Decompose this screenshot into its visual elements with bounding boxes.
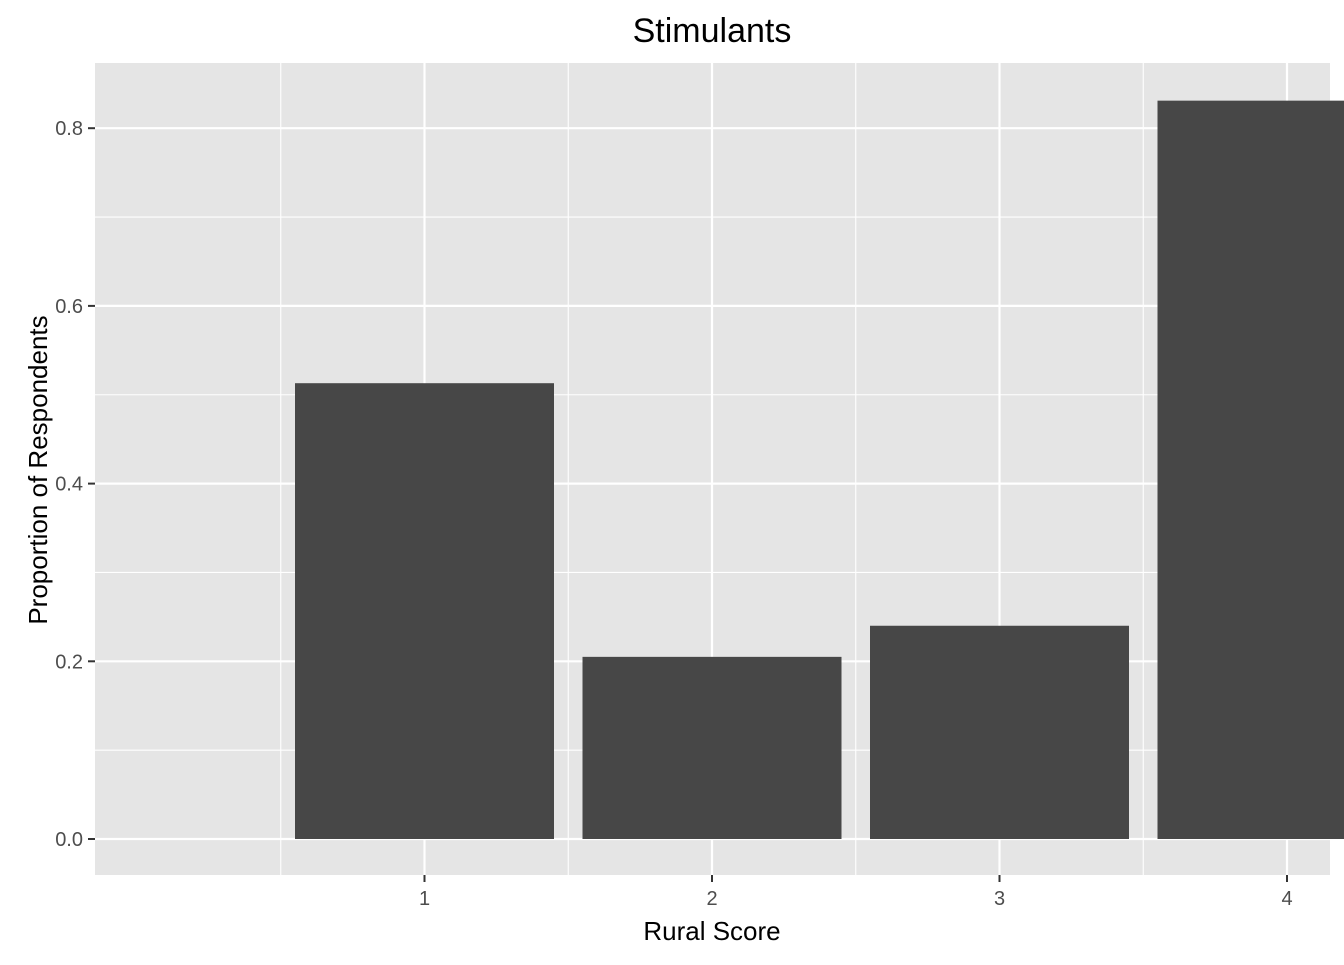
y-tick-label: 0.4 — [55, 474, 83, 496]
x-tick-label: 2 — [706, 888, 717, 910]
y-axis: 0.0 0.2 0.4 0.6 0.8 — [55, 118, 95, 851]
x-axis-title: Rural Score — [643, 916, 780, 946]
y-tick-label: 0.2 — [55, 651, 83, 673]
bar-3 — [870, 626, 1129, 839]
x-tick-label: 3 — [994, 888, 1005, 910]
chart-title: Stimulants — [633, 12, 792, 50]
y-tick-label: 0.6 — [55, 296, 83, 318]
bar-1 — [295, 383, 554, 839]
x-axis: 1 2 3 4 — [419, 875, 1293, 910]
bar-2 — [583, 657, 842, 839]
x-tick-label: 4 — [1281, 888, 1292, 910]
y-tick-label: 0.8 — [55, 118, 83, 140]
x-tick-label: 1 — [419, 888, 430, 910]
y-tick-label: 0.0 — [55, 829, 83, 851]
y-axis-title: Proportion of Respondents — [23, 315, 53, 624]
bar-4 — [1158, 101, 1344, 839]
